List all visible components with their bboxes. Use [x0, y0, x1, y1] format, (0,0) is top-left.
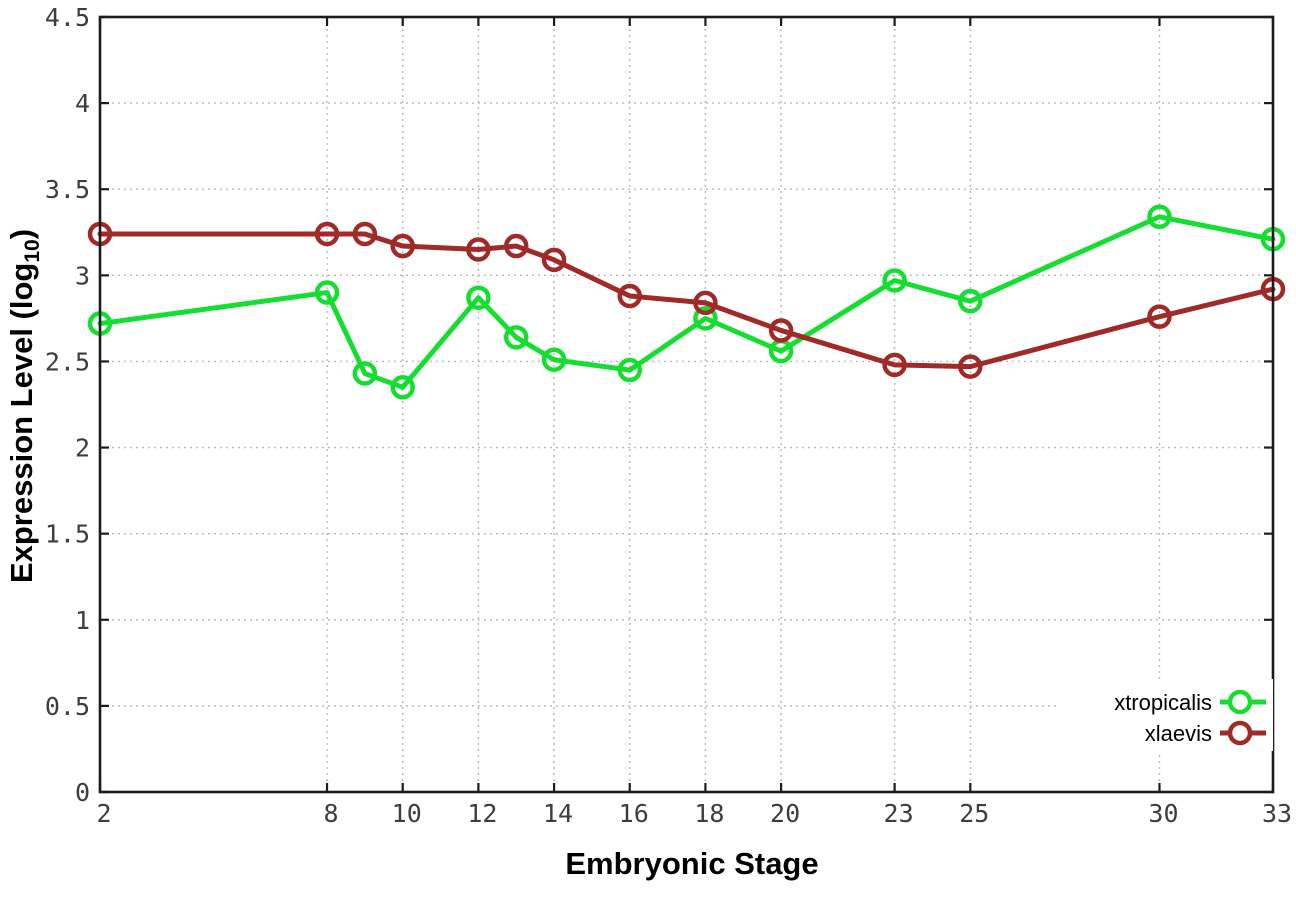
x-tick-label: 33 [1262, 799, 1292, 828]
y-tick-label: 2.5 [45, 347, 90, 376]
series-xtropicalis-marker [693, 306, 718, 331]
x-tick-label: 20 [770, 799, 800, 828]
series-xtropicalis-marker [390, 375, 415, 400]
x-tick-label: 12 [467, 799, 497, 828]
y-axis-label-main: Expression Level (log [4, 263, 39, 583]
y-tick-label: 3.5 [45, 175, 90, 204]
series-xlaevis-line [97, 231, 1276, 370]
series-xlaevis-marker [1147, 304, 1172, 329]
y-axis-label: Expression Level (log10) [4, 229, 44, 583]
legend-marker-xtropicalis [1227, 689, 1253, 715]
y-tick-label: 0 [75, 778, 90, 807]
series-xtropicalis-marker [352, 361, 378, 386]
legend-label-xlaevis: xlaevis [1145, 721, 1212, 746]
series-xlaevis-marker [693, 290, 718, 316]
grid-layer [100, 17, 1273, 792]
x-tick-label: 16 [619, 799, 649, 828]
series-xlaevis-marker [503, 233, 529, 259]
series-xlaevis-marker [958, 354, 983, 379]
series-xtropicalis-marker [541, 347, 567, 372]
x-tick-label: 2 [96, 799, 111, 828]
x-tick-label: 25 [959, 799, 989, 828]
legend-marker-xlaevis [1227, 720, 1253, 746]
y-tick-label: 4.5 [45, 3, 90, 32]
y-tick-label: 1.5 [45, 520, 90, 549]
series-xlaevis-marker [466, 237, 491, 262]
x-axis-label: Embryonic Stage [565, 846, 818, 881]
y-tick-label: 0.5 [45, 692, 90, 721]
x-tick-label: 14 [543, 799, 573, 828]
legend: xtropicalis xlaevis [1060, 679, 1273, 751]
plot-frame-layer [98, 15, 1275, 794]
y-tick-label: 1 [75, 606, 90, 635]
series-xlaevis-marker [541, 247, 567, 273]
series-xtropicalis-marker [466, 285, 491, 310]
y-axis-label-end: ) [4, 229, 39, 239]
series-xtropicalis-marker [314, 280, 340, 305]
y-axis-label-subscript: 10 [21, 239, 44, 262]
series-xlaevis-marker [768, 318, 794, 343]
series-xlaevis-marker [617, 283, 642, 309]
legend-label-xtropicalis: xtropicalis [1114, 690, 1212, 715]
y-tick-label: 2 [75, 434, 90, 463]
series-xlaevis-marker [882, 352, 907, 378]
series-xtropicalis-marker [1147, 204, 1172, 230]
x-tick-label: 18 [694, 799, 724, 828]
y-tick-label: 3 [75, 261, 90, 290]
series-xtropicalis-marker [503, 325, 529, 350]
series-xtropicalis-line [97, 214, 1276, 390]
plot-border [98, 15, 1275, 794]
x-tick-label: 8 [324, 799, 339, 828]
x-tick-label: 23 [884, 799, 914, 828]
x-tick-label: 10 [392, 799, 422, 828]
series-xtropicalis-marker [617, 357, 642, 383]
series-xtropicalis-marker [882, 268, 907, 293]
series-layer [87, 204, 1286, 400]
tick-label-layer: 2 8 10 12 14 16 18 20 23 25 30 33 0 0.5 1 1.5 2 2.5 3 3.5 4 4… [45, 3, 1292, 828]
series-xlaevis-marker [390, 233, 415, 259]
series-xlaevis-marker [314, 221, 340, 247]
x-tick-label: 30 [1148, 799, 1178, 828]
series-xlaevis-marker [352, 221, 378, 247]
y-tick-label: 4 [75, 89, 90, 118]
series-xtropicalis-marker [958, 288, 983, 314]
